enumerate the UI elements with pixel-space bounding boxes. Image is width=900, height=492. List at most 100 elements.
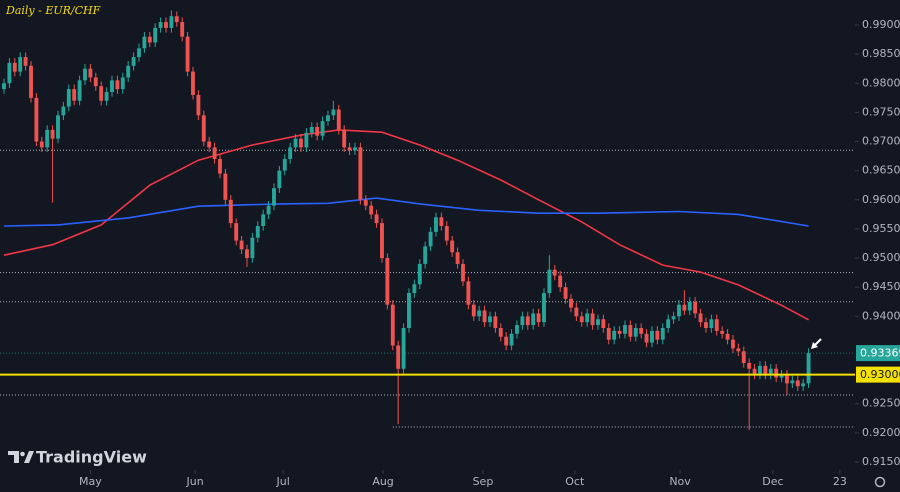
candle-body <box>693 301 698 314</box>
candle-body <box>34 97 39 142</box>
candle-body <box>66 89 71 107</box>
candle-body <box>104 92 109 101</box>
candle-body <box>50 129 55 139</box>
annotation-arrow <box>811 338 822 349</box>
candle-body <box>45 129 50 148</box>
x-tick-label: Jun <box>186 475 204 488</box>
candle-body <box>401 327 406 369</box>
candle-body <box>158 22 163 28</box>
candle-body <box>461 263 465 282</box>
candle-body <box>29 65 33 98</box>
candle-body <box>423 246 428 264</box>
candle-body <box>666 319 671 328</box>
candle-body <box>110 80 114 93</box>
candle-body <box>417 263 422 285</box>
candle-body <box>77 80 82 101</box>
candle-body <box>547 269 552 294</box>
candle-body <box>434 217 438 232</box>
candle-body <box>380 223 384 259</box>
candle-body <box>655 330 660 340</box>
candle-body <box>288 147 293 160</box>
candle-body <box>709 319 714 328</box>
candle-body <box>698 313 703 323</box>
candle-body <box>736 348 741 352</box>
candle-body <box>374 214 379 224</box>
candle-body <box>596 319 600 326</box>
candle-body <box>477 310 482 317</box>
candle-body <box>261 214 266 227</box>
candle-body <box>725 333 730 340</box>
price-label: 0.93369 <box>860 347 900 360</box>
logo-icon <box>20 451 25 457</box>
candle-body <box>558 275 563 288</box>
candle-body <box>18 57 23 72</box>
candle-body <box>282 159 287 171</box>
candle-body <box>785 374 789 384</box>
candle-body <box>790 380 795 384</box>
candle-body <box>169 16 174 28</box>
candle-body <box>520 316 525 326</box>
candle-body <box>806 353 811 384</box>
candle-body <box>650 330 654 343</box>
candle-body <box>768 368 773 375</box>
candle-body <box>585 313 590 323</box>
candle-body <box>88 68 93 78</box>
candle-body <box>407 293 411 328</box>
candle-body <box>293 138 298 148</box>
candle-body <box>277 170 282 189</box>
candle-body <box>428 231 433 247</box>
candle-body <box>272 188 276 206</box>
candle-body <box>536 313 541 323</box>
settings-gear[interactable] <box>874 476 886 488</box>
candle-body <box>207 141 212 148</box>
x-tick-label: Nov <box>669 475 691 488</box>
logo-icon <box>8 451 19 463</box>
plot-area <box>0 10 855 430</box>
candle-body <box>747 362 752 369</box>
x-tick-label: Aug <box>372 475 393 488</box>
settings-icon[interactable] <box>874 476 886 488</box>
candle-body <box>299 138 303 148</box>
candle-body <box>731 339 735 349</box>
candle-body <box>320 121 325 136</box>
candle-body <box>180 22 185 37</box>
candle-body <box>83 68 87 81</box>
candle-body <box>7 62 12 84</box>
price-label: 0.93000 <box>860 368 900 381</box>
candle-body <box>353 147 357 151</box>
candle-body <box>574 307 579 317</box>
watermark: TradingView <box>36 448 147 467</box>
x-tick-label: Jul <box>276 475 290 488</box>
candle-body <box>369 205 374 215</box>
candle-body <box>795 380 800 387</box>
candle-body <box>309 126 314 133</box>
candle-body <box>660 327 665 340</box>
candle-body <box>525 316 530 326</box>
candle-body <box>590 313 595 326</box>
candle-body <box>266 205 271 215</box>
candle-body <box>390 304 395 346</box>
candle-body <box>126 65 131 78</box>
candle-body <box>120 77 125 90</box>
candle-body <box>633 327 638 337</box>
candle-body <box>601 319 606 328</box>
candle-body <box>153 27 158 43</box>
candle-body <box>131 57 136 66</box>
candle-body <box>579 316 584 323</box>
candle-body <box>774 368 779 378</box>
candle-body <box>563 287 568 299</box>
candle-body <box>250 237 255 259</box>
candle-body <box>12 62 17 72</box>
price-label-box <box>856 366 900 383</box>
candle-body <box>218 159 222 174</box>
candle-body <box>531 313 536 326</box>
x-tick-label: 23 <box>833 475 847 488</box>
candle-body <box>255 226 260 238</box>
candle-body <box>212 147 217 160</box>
